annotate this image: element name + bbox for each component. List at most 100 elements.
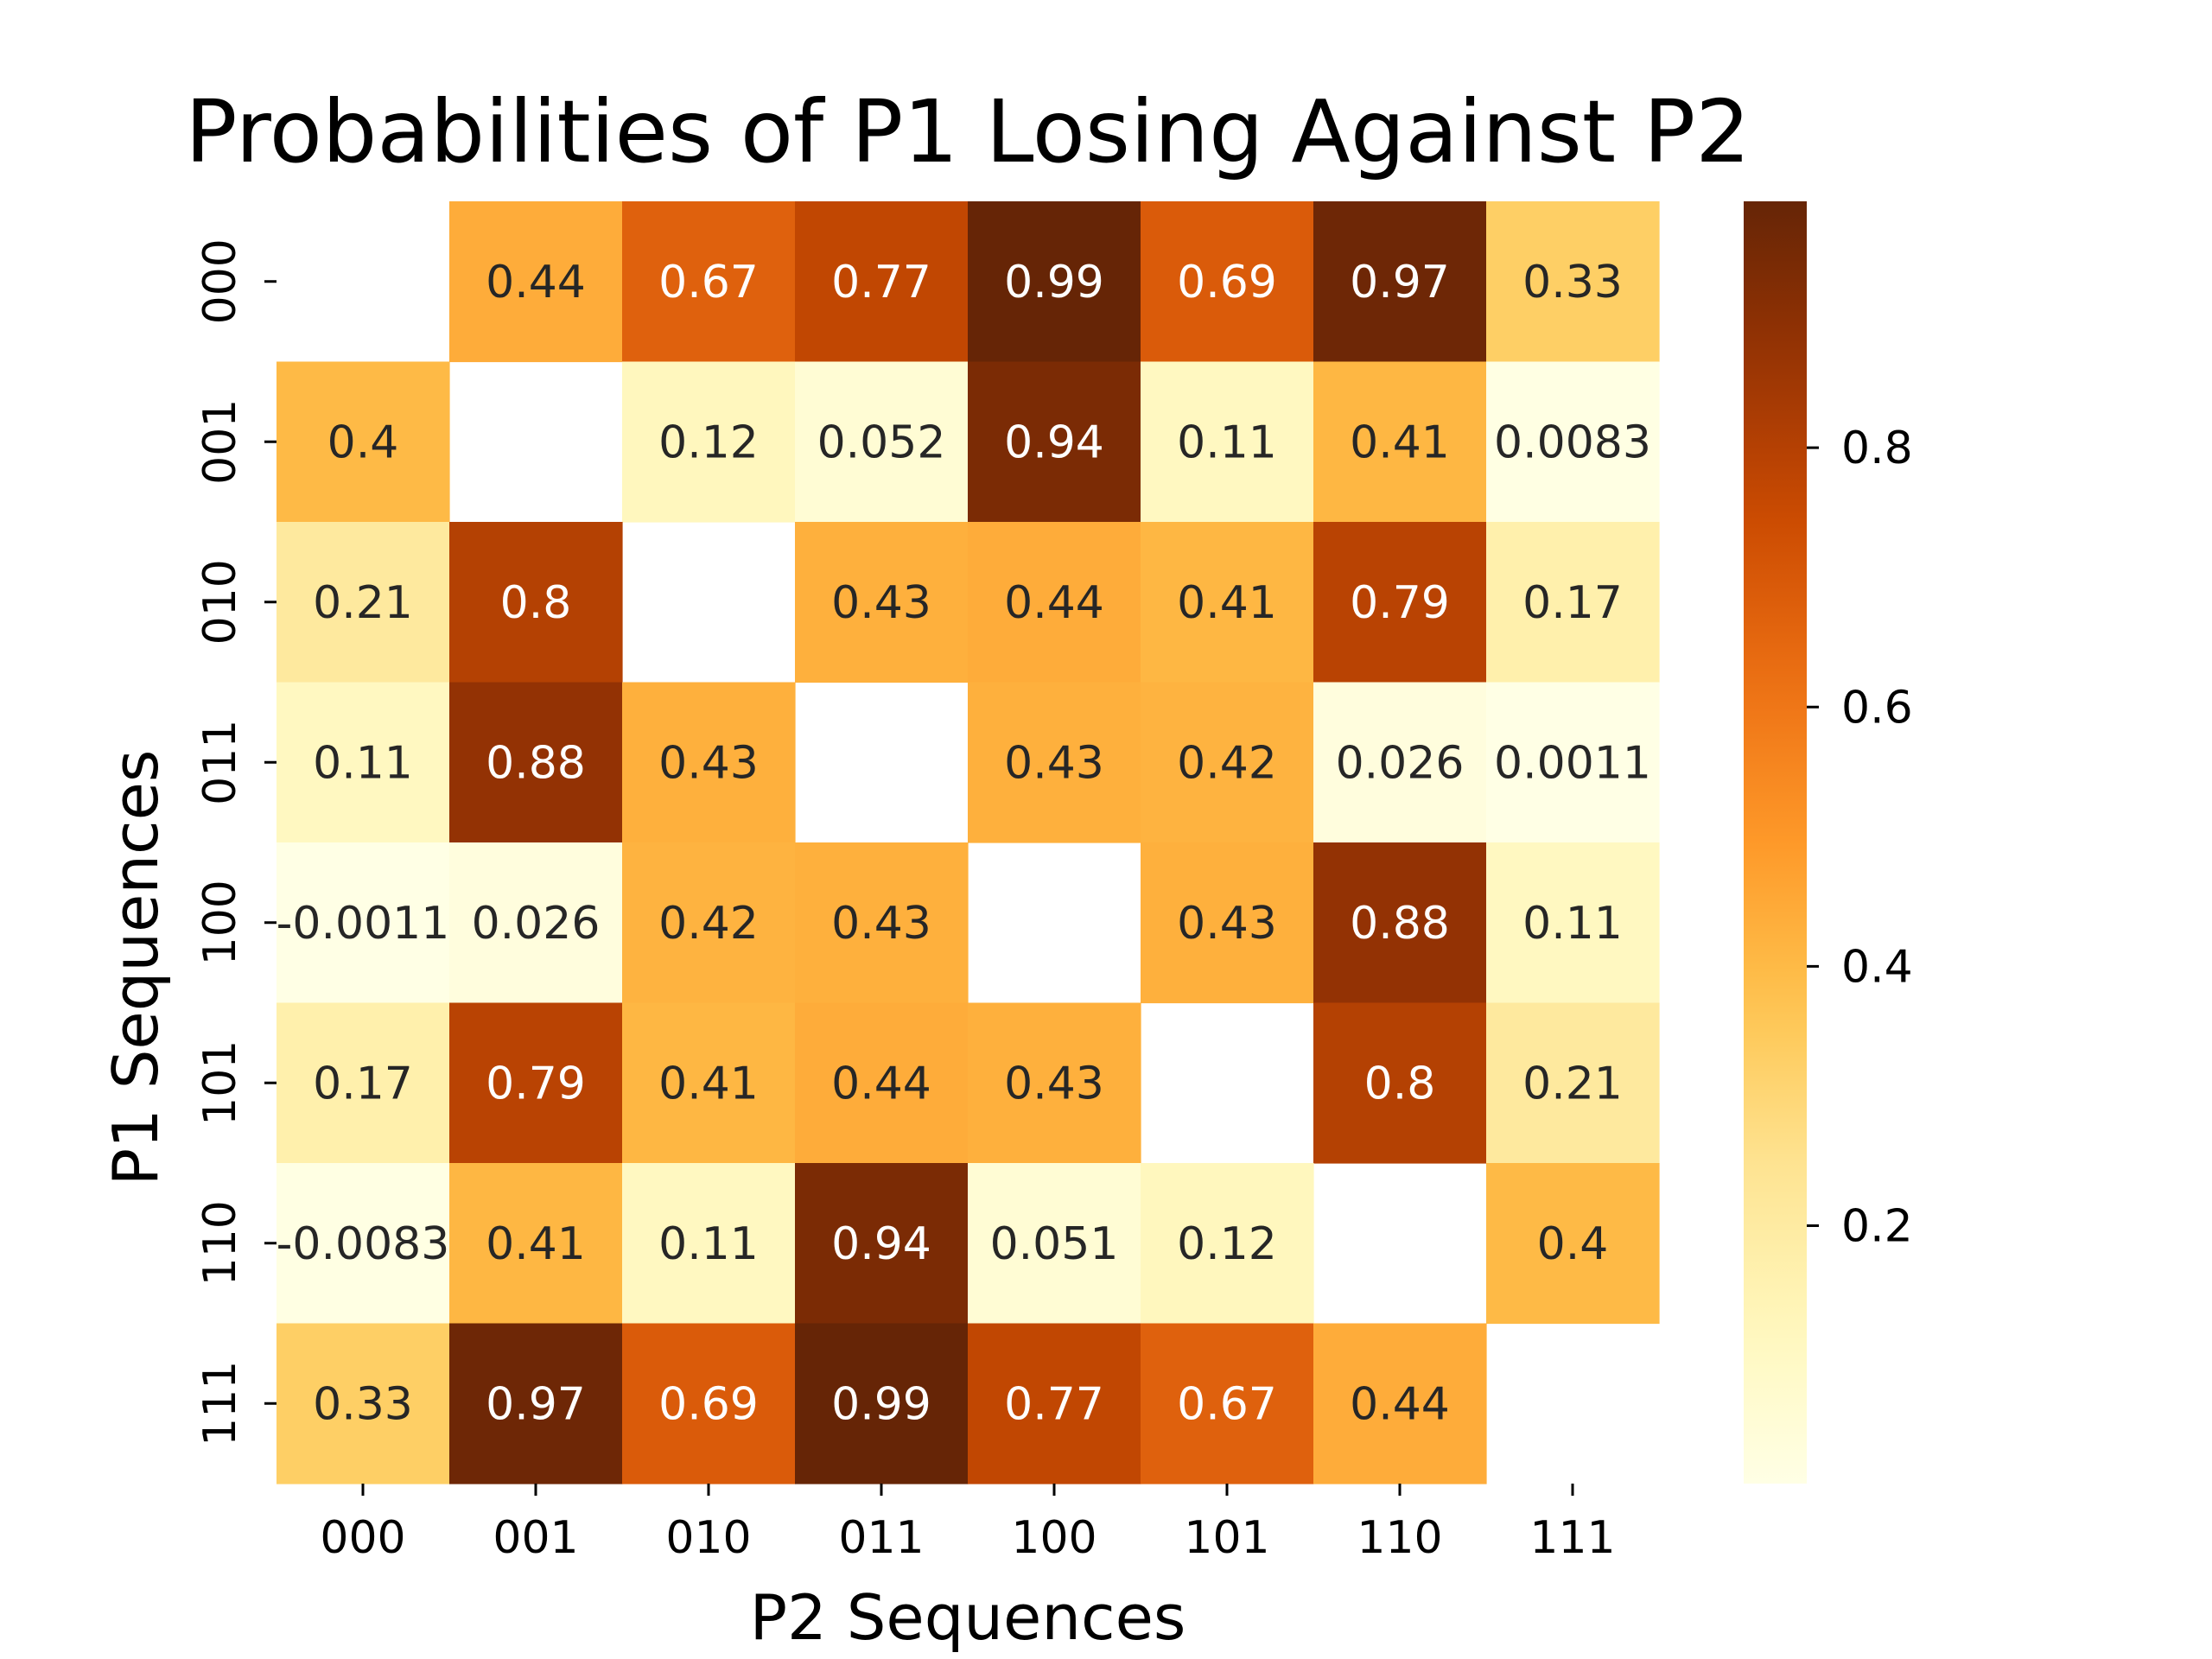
heatmap-cell <box>276 522 450 683</box>
heatmap-cell <box>1141 1323 1314 1484</box>
cell-value-label: 0.42 <box>1177 737 1277 789</box>
cell-value-label: 0.11 <box>658 1218 759 1270</box>
heatmap-cell <box>276 1323 450 1484</box>
cell-value-label: 0.97 <box>486 1378 586 1430</box>
cell-value-label: 0.33 <box>313 1378 413 1430</box>
heatmap-cell <box>1313 522 1487 683</box>
heatmap-cell <box>1313 682 1487 843</box>
cell-value-label: 0.69 <box>658 1378 759 1430</box>
heatmap-cell <box>449 1163 623 1325</box>
y-tick-label: 101 <box>194 1040 246 1126</box>
heatmap-cell <box>968 361 1141 523</box>
heatmap-cell <box>622 842 796 1004</box>
cell-value-label: -0.0011 <box>276 898 450 950</box>
heatmap-cell <box>449 1002 623 1164</box>
heatmap-cell <box>449 842 623 1004</box>
y-tick-label: 111 <box>194 1361 246 1446</box>
cell-value-label: 0.97 <box>1350 257 1450 308</box>
y-axis-label: P1 Sequences <box>99 750 172 1186</box>
x-tick-label: 111 <box>1529 1512 1615 1564</box>
cell-value-label: 0.43 <box>658 737 759 789</box>
heatmap-cell <box>622 682 796 843</box>
heatmap-cell <box>1486 201 1660 363</box>
cell-value-label: 0.41 <box>1177 577 1277 629</box>
heatmap-cell <box>795 1163 969 1325</box>
cell-value-label: 0.4 <box>1537 1218 1609 1270</box>
heatmap-cell <box>1486 842 1660 1004</box>
chart-title: Probabilities of P1 Losing Against P2 <box>185 81 1751 182</box>
heatmap-cell <box>1313 361 1487 523</box>
cell-value-label: 0.21 <box>1522 1058 1623 1109</box>
cell-value-label: 0.99 <box>1004 257 1104 308</box>
cell-value-label: 0.4 <box>327 416 399 468</box>
x-tick-label: 011 <box>838 1512 924 1564</box>
heatmap-cell <box>795 1002 969 1164</box>
cell-value-label: 0.43 <box>831 898 931 950</box>
cell-value-label: 0.69 <box>1177 257 1277 308</box>
cell-value-label: 0.79 <box>486 1058 586 1109</box>
cell-value-label: 0.0011 <box>1494 737 1651 789</box>
cell-value-label: 0.67 <box>658 257 759 308</box>
heatmap-cell <box>968 522 1141 683</box>
heatmap-cell <box>968 682 1141 843</box>
cell-value-label: 0.026 <box>472 898 601 950</box>
cell-value-label: -0.0083 <box>276 1218 450 1270</box>
heatmap-cell <box>449 201 623 363</box>
heatmap-cell <box>622 1323 796 1484</box>
heatmap-cell <box>276 361 450 523</box>
y-tick-label: 011 <box>194 720 246 805</box>
x-axis: 000 001 010 011 100 101 110 111 <box>320 1484 1616 1564</box>
heatmap-cell <box>1141 361 1314 523</box>
heatmap-cell <box>795 1323 969 1484</box>
colorbar-tick-label: 0.6 <box>1841 682 1913 734</box>
heatmap-cell <box>968 1163 1141 1325</box>
colorbar-ticks: 0.2 0.4 0.6 0.8 <box>1807 423 1913 1253</box>
heatmap-cell <box>968 201 1141 363</box>
heatmap-cell <box>968 1323 1141 1484</box>
cell-value-label: 0.41 <box>486 1218 586 1270</box>
cell-value-label: 0.77 <box>1004 1378 1104 1430</box>
y-tick-label: 100 <box>194 880 246 965</box>
heatmap-cell <box>968 1002 1141 1164</box>
cell-value-label: 0.43 <box>1004 737 1104 789</box>
heatmap-cell <box>1486 522 1660 683</box>
cell-value-label: 0.41 <box>658 1058 759 1109</box>
cell-value-label: 0.026 <box>1336 737 1465 789</box>
cell-value-label: 0.94 <box>831 1218 931 1270</box>
heatmap-cell <box>795 842 969 1004</box>
cell-value-label: 0.8 <box>1364 1058 1436 1109</box>
colorbar-tick-label: 0.2 <box>1841 1201 1913 1253</box>
heatmap-cell <box>276 1163 450 1325</box>
cell-value-label: 0.99 <box>831 1378 931 1430</box>
x-tick-label: 110 <box>1357 1512 1442 1564</box>
cell-value-label: 0.21 <box>313 577 413 629</box>
heatmap-cell <box>795 201 969 363</box>
cell-value-label: 0.17 <box>1522 577 1623 629</box>
heatmap-cell <box>1141 682 1314 843</box>
cell-value-label: 0.41 <box>1350 416 1450 468</box>
heatmap-cell <box>795 522 969 683</box>
cell-value-label: 0.43 <box>831 577 931 629</box>
y-tick-label: 010 <box>194 559 246 645</box>
heatmap-cell <box>1486 1002 1660 1164</box>
cell-value-label: 0.77 <box>831 257 931 308</box>
cell-value-label: 0.12 <box>1177 1218 1277 1270</box>
heatmap-cell <box>622 1163 796 1325</box>
heatmap-cell <box>795 361 969 523</box>
heatmap-cell <box>449 1323 623 1484</box>
x-tick-label: 101 <box>1184 1512 1269 1564</box>
cell-value-label: 0.67 <box>1177 1378 1277 1430</box>
y-tick-label: 110 <box>194 1200 246 1286</box>
heatmap-cells <box>276 201 1660 1484</box>
cell-value-label: 0.051 <box>990 1218 1119 1270</box>
cell-value-label: 0.11 <box>1177 416 1277 468</box>
y-tick-label: 000 <box>194 238 246 324</box>
cell-value-label: 0.79 <box>1350 577 1450 629</box>
colorbar-tick-label: 0.8 <box>1841 423 1913 474</box>
cell-value-label: 0.88 <box>1350 898 1450 950</box>
heatmap-cell <box>276 682 450 843</box>
x-axis-label: P2 Sequences <box>750 1581 1186 1654</box>
cell-value-label: 0.44 <box>831 1058 931 1109</box>
cell-value-label: 0.11 <box>1522 898 1623 950</box>
cell-value-label: 0.0083 <box>1494 416 1651 468</box>
